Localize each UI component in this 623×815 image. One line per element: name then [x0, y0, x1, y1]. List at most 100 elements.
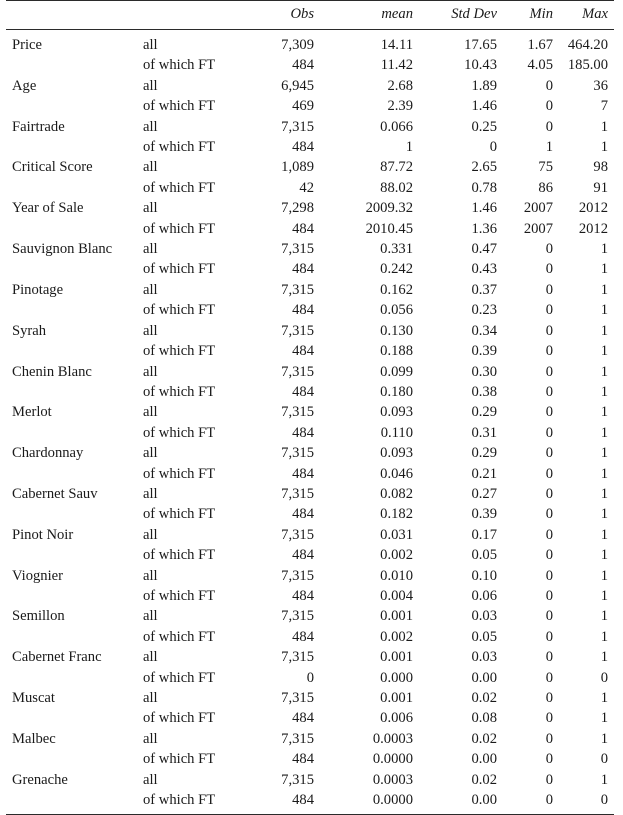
mean-value: 0.188: [380, 343, 413, 360]
subgroup-name: of which FT: [143, 98, 216, 115]
subgroup-name: all: [143, 771, 158, 788]
std-dev-value: 10.43: [464, 57, 497, 74]
table-row: Semillon all 7,315 0.001 0.03 0 1: [6, 606, 614, 626]
std-dev-value: 0.02: [471, 730, 497, 747]
std-dev-value: 0.10: [471, 567, 497, 584]
max-value: 1: [600, 587, 608, 604]
mean-value: 0.010: [380, 567, 413, 584]
subgroup-name: of which FT: [142, 790, 246, 815]
min-value: 0: [545, 547, 553, 564]
min-value: 0: [545, 710, 553, 727]
obs-value: 7,315: [281, 771, 314, 788]
variable-name: [6, 300, 142, 320]
mean-value: 88.02: [380, 179, 413, 196]
table-row: of which FT 484 0.242 0.43 0 1: [6, 259, 614, 279]
variable-name: [6, 668, 142, 688]
std-dev-value: 0.00: [422, 790, 506, 815]
obs-value: 7,315: [281, 363, 314, 380]
obs-value: 7,315: [281, 281, 314, 298]
mean-value: 2.68: [387, 77, 413, 94]
subgroup-name: all: [143, 118, 158, 135]
table-row: Pinot Noir all 7,315 0.031 0.17 0 1: [6, 525, 614, 545]
min-value: 0: [545, 669, 553, 686]
min-value: 0: [545, 485, 553, 502]
table-row: Sauvignon Blanc all 7,315 0.331 0.47 0 1: [6, 239, 614, 259]
variable-name: [6, 341, 142, 361]
obs-value: 484: [292, 751, 314, 768]
mean-value: 0.130: [380, 322, 413, 339]
variable-name: [6, 259, 142, 279]
column-header-std-dev: Std Dev: [422, 0, 506, 30]
max-value: 1: [600, 383, 608, 400]
subgroup-name: of which FT: [143, 547, 216, 564]
mean-value: 0.331: [380, 241, 413, 258]
obs-value: 484: [292, 465, 314, 482]
min-value: 0: [545, 261, 553, 278]
min-value: 0: [545, 567, 553, 584]
variable-name: [6, 178, 142, 198]
table-row: Year of Sale all 7,298 2009.32 1.46 2007 2012: [6, 198, 614, 218]
variable-name: [6, 382, 142, 402]
subgroup-name: of which FT: [143, 261, 216, 278]
obs-value: 0: [306, 669, 314, 686]
subgroup-name: all: [143, 730, 158, 747]
obs-value: 484: [292, 383, 314, 400]
obs-value: 484: [246, 790, 322, 815]
table-row: of which FT 484 0.002 0.05 0 1: [6, 627, 614, 647]
mean-value: 0.000: [380, 669, 413, 686]
variable-name: [6, 464, 142, 484]
obs-value: 7,298: [281, 200, 314, 217]
table-row: Grenache all 7,315 0.0003 0.02 0 1: [6, 770, 614, 790]
std-dev-value: 0.05: [471, 547, 497, 564]
max-value: 1: [600, 547, 608, 564]
table-row: Fairtrade all 7,315 0.066 0.25 0 1: [6, 117, 614, 137]
subgroup-name: all: [143, 281, 158, 298]
variable-name: [6, 504, 142, 524]
table-row: of which FT 484 0.046 0.21 0 1: [6, 464, 614, 484]
max-value: 1: [600, 628, 608, 645]
variable-name: Cabernet Franc: [12, 649, 102, 666]
table-row: of which FT 484 11.42 10.43 4.05 185.00: [6, 55, 614, 75]
max-value: 7: [600, 98, 608, 115]
subgroup-name: of which FT: [143, 587, 216, 604]
std-dev-value: 0.00: [471, 669, 497, 686]
obs-value: 484: [292, 587, 314, 604]
subgroup-name: all: [143, 404, 158, 421]
min-value: 0: [545, 302, 553, 319]
std-dev-value: 0.03: [471, 649, 497, 666]
subgroup-name: all: [143, 608, 158, 625]
min-value: 0: [545, 587, 553, 604]
min-value: 0: [545, 649, 553, 666]
max-value: 1: [600, 690, 608, 706]
mean-value: 0.056: [380, 302, 413, 319]
max-value: 1: [600, 649, 608, 666]
table-row: of which FT 484 1 0 1 1: [6, 137, 614, 157]
variable-name: Chardonnay: [12, 445, 84, 462]
obs-value: 484: [292, 57, 314, 74]
max-value: 1: [600, 139, 608, 156]
variable-name: Price: [12, 37, 42, 53]
variable-name: Merlot: [12, 404, 52, 421]
subgroup-name: all: [143, 690, 158, 706]
table-row: of which FT 484 0.056 0.23 0 1: [6, 300, 614, 320]
obs-value: 7,315: [281, 322, 314, 339]
max-value: 36: [593, 77, 608, 94]
std-dev-value: 0.02: [471, 771, 497, 788]
mean-value: 0.099: [380, 363, 413, 380]
min-value: 0: [545, 506, 553, 523]
mean-value: 0.180: [380, 383, 413, 400]
min-value: 4.05: [527, 57, 553, 74]
min-value: 0: [545, 383, 553, 400]
subgroup-name: all: [143, 159, 158, 176]
variable-name: Pinot Noir: [12, 526, 74, 543]
std-dev-value: 17.65: [464, 37, 497, 53]
subgroup-name: all: [143, 485, 158, 502]
variable-name: Age: [12, 77, 37, 94]
max-value: 2012: [578, 200, 608, 217]
max-value: 0: [562, 790, 614, 815]
obs-value: 7,315: [281, 118, 314, 135]
max-value: 1: [600, 710, 608, 727]
subgroup-name: of which FT: [143, 220, 216, 237]
std-dev-value: 0.17: [471, 526, 497, 543]
variable-name: Grenache: [12, 771, 68, 788]
